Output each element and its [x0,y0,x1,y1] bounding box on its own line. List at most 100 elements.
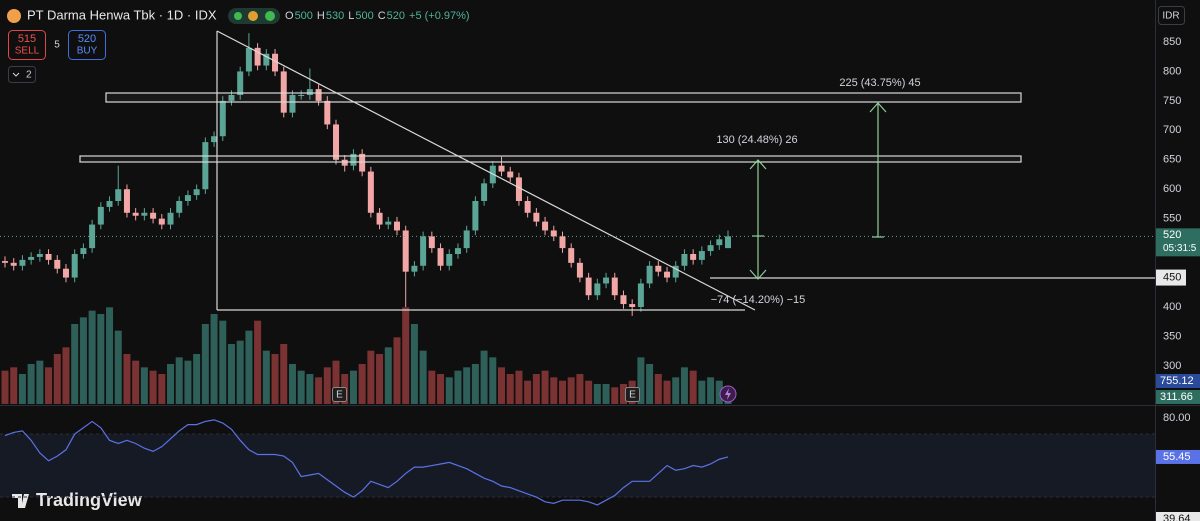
candle-body [62,268,69,278]
sell-price[interactable]: 515 [18,33,36,45]
sell-label[interactable]: SELL [15,46,40,57]
candle-body [158,218,165,225]
volume-bar [88,310,96,404]
candle-body [524,200,531,213]
measure-label: 225 (43.75%) 45 [839,77,920,89]
volume-bar [593,384,601,404]
volume-bar [585,380,593,404]
candle-body [472,200,479,231]
volume-bar [498,367,506,404]
volume-bar [62,347,70,404]
volume-bar [245,330,253,404]
buy-label[interactable]: BUY [77,46,98,57]
candle-body [698,251,705,260]
volume-bar [114,330,122,404]
candle-body [603,277,610,284]
volume-bar [672,377,680,404]
candle-body [629,304,636,308]
candle-body [376,212,383,225]
volume-bar [637,357,645,404]
buy-price[interactable]: 520 [78,33,96,45]
volume-bar [663,380,671,404]
volume-bar [184,360,192,404]
candle-body [184,195,191,201]
volume-bar [489,357,497,404]
candle-body [123,189,130,213]
y-tick-label: 700 [1163,124,1181,136]
candle-body [585,277,592,296]
rsi-value: 55.45 [1163,451,1191,463]
candle-body [298,94,305,96]
volume-bar [419,350,427,404]
event-marker[interactable]: E [336,390,343,401]
volume-bar [158,374,166,404]
candle-body [19,259,26,266]
measure-label: 130 (24.48%) 26 [716,134,797,146]
candle-body [150,212,157,219]
ohlc-key: H [317,10,325,22]
candle-body [263,53,270,66]
volume-bar [175,357,183,404]
candle-body [707,245,714,252]
volume-bar [689,370,697,404]
candle-body [611,277,618,296]
layouts-button[interactable] [8,66,36,83]
volume-bar [506,374,514,404]
volume-bar [698,380,706,404]
event-box[interactable] [625,387,640,402]
currency: IDR [1162,11,1179,22]
candle-body [576,262,583,278]
volume-tag [1156,374,1200,388]
event-box[interactable] [332,387,347,402]
candle-body [333,124,340,160]
volume-bar [480,350,488,404]
symbol-logo [7,9,21,23]
candle-body [411,265,418,272]
event-marker[interactable]: E [629,390,636,401]
candle-body [315,89,322,101]
candle-body [237,71,244,95]
status-dot [234,12,242,20]
volume-label: 311.66 [1160,391,1193,403]
candle-body [437,248,444,266]
sell-button[interactable] [8,30,46,60]
volume-bar [236,340,244,404]
ohlc-value: 530 [326,10,344,22]
buy-button[interactable] [68,30,106,60]
y-tick-label: 300 [1163,360,1181,372]
candle-body [141,212,148,216]
currency-box [1158,6,1185,25]
rsi-tick-label: 80.00 [1163,412,1191,424]
candle-body [219,100,226,137]
candle-body [97,206,104,225]
volume-bar [567,377,575,404]
arrow-head [869,102,887,113]
volume-bar [79,317,87,404]
y-tick-label: 800 [1163,65,1181,77]
volume-bar [27,364,35,404]
volume-bar [106,307,114,404]
candle-body [463,230,470,249]
volume-bar [602,384,610,404]
candle-body [289,94,296,113]
candle-body [71,254,78,278]
candle-body [272,53,279,72]
candle-body [350,153,357,166]
volume-bar [315,377,323,404]
candle-body [725,236,731,249]
candle-body [690,254,697,260]
countdown: 05:31:5 [1163,243,1197,254]
candle-body [367,171,374,213]
layouts-count[interactable]: 2 [26,70,32,81]
ohlc-key: O [285,10,294,22]
drawings [79,30,1155,311]
resistance-zone [79,155,1022,163]
candle-body [10,262,17,266]
volume-bar [297,370,305,404]
arrow-head [749,269,767,280]
y-tick-label: 350 [1163,330,1181,342]
candle-body [132,212,139,216]
candle-body [393,221,400,231]
volume-bar [532,374,540,404]
